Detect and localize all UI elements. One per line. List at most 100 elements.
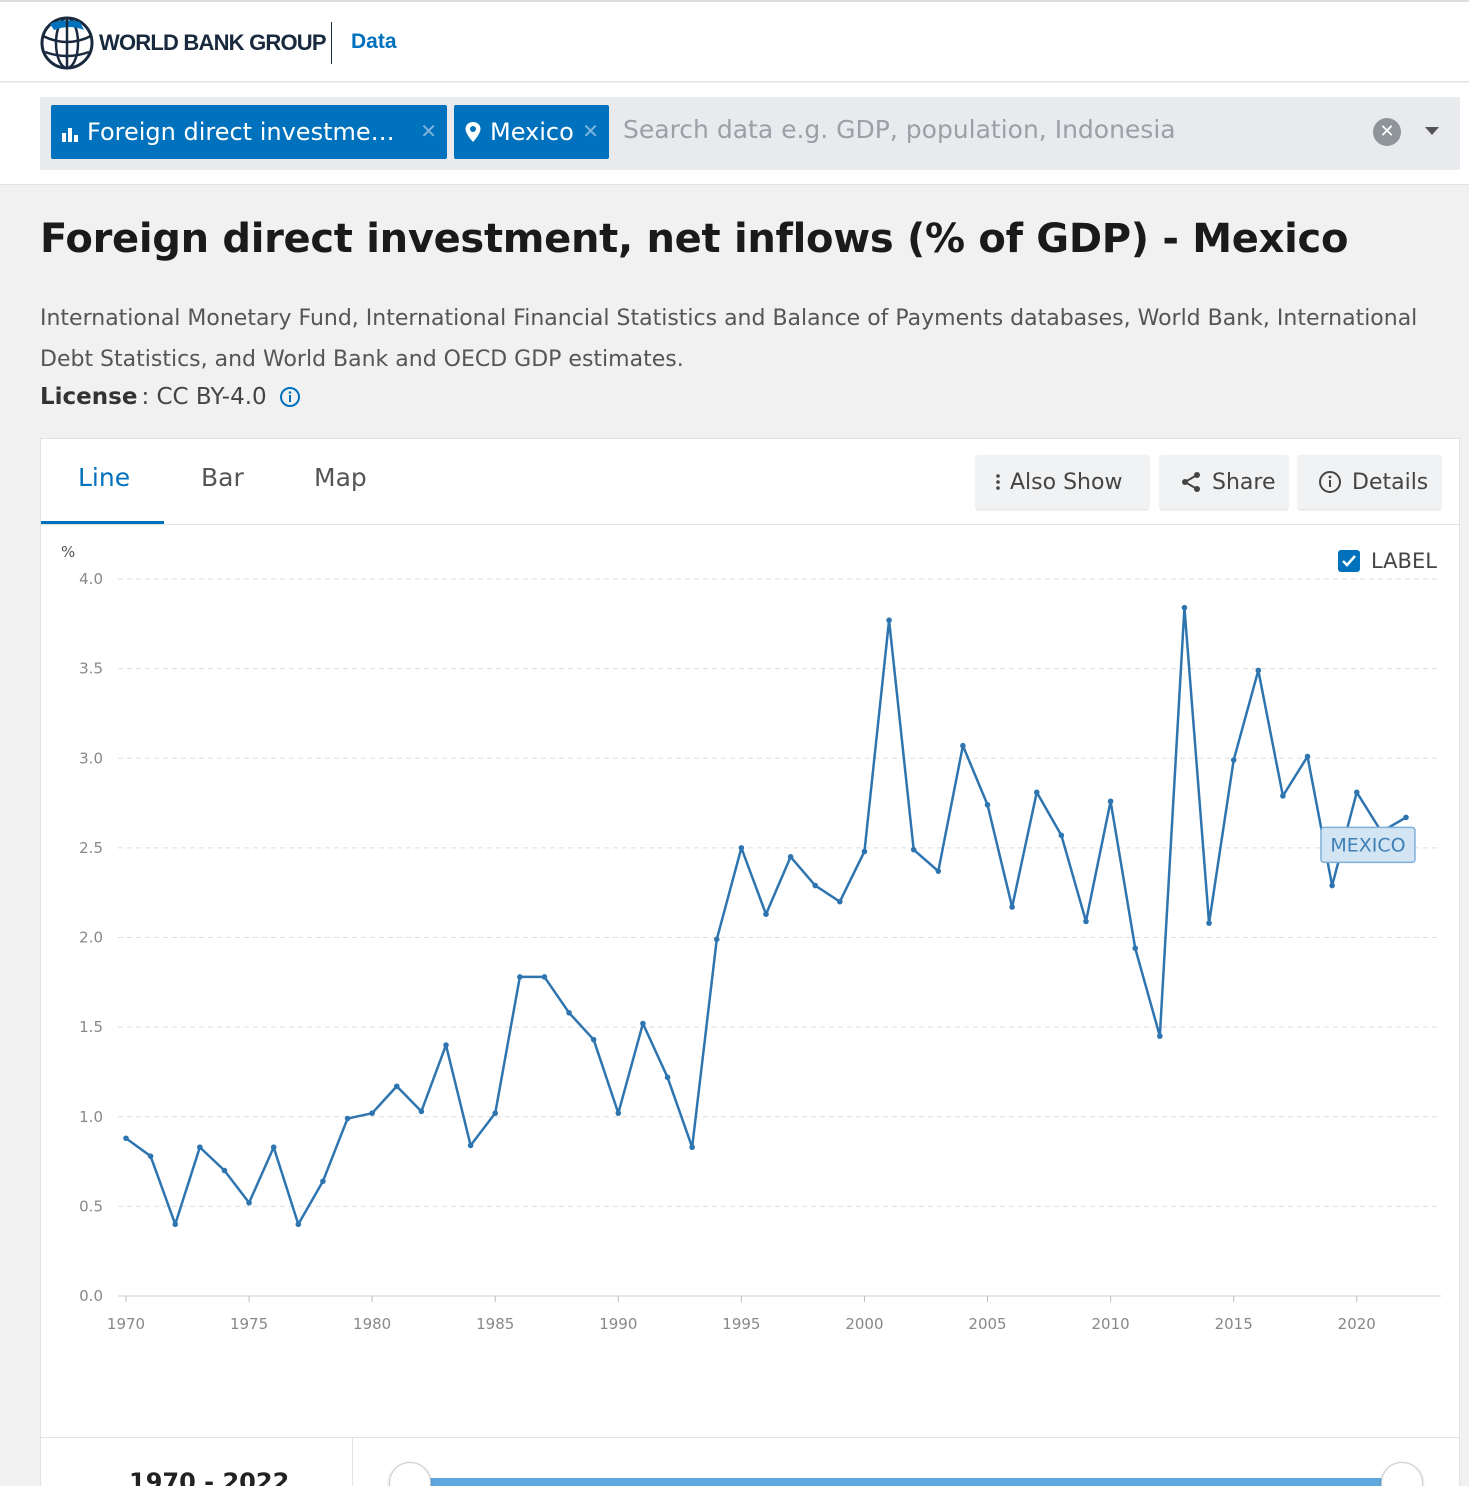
clear-search-icon[interactable]: ✕: [1373, 118, 1401, 146]
info-icon[interactable]: [279, 386, 301, 408]
bar-chart-icon: [61, 121, 83, 143]
data-point: [1157, 1033, 1163, 1039]
data-point: [787, 854, 794, 860]
license-value[interactable]: : CC BY-4.0: [141, 384, 267, 410]
share-label: Share: [1212, 469, 1276, 495]
license-row: License : CC BY-4.0: [40, 384, 301, 410]
data-point: [984, 802, 991, 808]
tab-bar[interactable]: Bar: [201, 463, 244, 492]
data-point: [295, 1221, 302, 1228]
y-tick-label: 1.5: [79, 1018, 103, 1036]
series-label: MEXICO: [1330, 834, 1405, 856]
data-point: [393, 1083, 400, 1090]
world-bank-globe-icon[interactable]: [40, 16, 94, 70]
data-point: [270, 1144, 277, 1151]
data-point: [541, 974, 548, 980]
year-range-row: 1970 - 2022: [41, 1437, 1459, 1486]
data-source: International Monetary Fund, Internation…: [40, 306, 1418, 372]
line-chart: % 0.0 0.5 1.0 1.5 2.0 2.5 3.0 3.5 4.0 1970 1975 1980…: [61, 543, 1441, 1333]
page-title: Foreign direct investment, net inflows (…: [40, 216, 1349, 262]
data-point: [221, 1167, 228, 1174]
data-point: [1255, 667, 1262, 674]
data-point: [1083, 918, 1089, 925]
country-chip[interactable]: Mexico ✕: [454, 105, 609, 159]
data-point: [738, 845, 745, 851]
year-range-track[interactable]: [411, 1478, 1385, 1486]
y-axis-unit-label: %: [61, 543, 75, 561]
data-point: [615, 1110, 622, 1116]
data-point: [812, 882, 819, 889]
country-chip-label: Mexico: [490, 118, 574, 146]
x-tick-label: 1995: [722, 1315, 760, 1333]
chevron-down-icon[interactable]: [1425, 127, 1439, 135]
chart-tabs: Line Bar Map Also Show Share Details: [41, 439, 1459, 525]
tab-map[interactable]: Map: [314, 463, 367, 492]
data-point: [960, 742, 966, 749]
data-point: [147, 1153, 154, 1159]
y-tick-label: 3.5: [79, 660, 103, 678]
x-tick-label: 1970: [107, 1315, 145, 1333]
brand-divider: [331, 22, 332, 64]
data-point: [910, 846, 917, 853]
data-point: [1009, 904, 1015, 910]
data-point: [837, 898, 843, 905]
year-range-start-handle[interactable]: [389, 1462, 431, 1486]
data-point: [197, 1144, 203, 1151]
data-point: [369, 1110, 375, 1116]
data-point: [689, 1144, 695, 1151]
x-tick-label: 2015: [1215, 1315, 1253, 1333]
details-label: Details: [1352, 469, 1429, 495]
data-point: [1304, 753, 1311, 760]
search-input[interactable]: [623, 115, 1343, 144]
data-point: [172, 1221, 179, 1228]
map-pin-icon: [464, 121, 486, 143]
year-range-end-handle[interactable]: [1381, 1462, 1423, 1486]
share-button[interactable]: Share: [1160, 455, 1288, 509]
active-tab-indicator: [41, 521, 164, 524]
data-point: [1230, 757, 1237, 763]
data-point: [861, 848, 868, 855]
license-label: License: [40, 384, 138, 410]
also-show-label: Also Show: [1010, 469, 1123, 495]
close-icon[interactable]: ✕: [420, 119, 437, 143]
data-point: [566, 1009, 572, 1016]
y-tick-label: 3.0: [79, 749, 103, 767]
data-point: [246, 1199, 252, 1206]
year-range-label: 1970 - 2022: [129, 1468, 290, 1486]
y-tick-label: 0.0: [79, 1287, 103, 1305]
search-bar[interactable]: Foreign direct investment, net inflows (…: [40, 97, 1460, 170]
data-point: [763, 911, 769, 917]
x-tick-label: 1980: [353, 1315, 391, 1333]
data-point: [1107, 798, 1114, 805]
data-point: [1058, 832, 1065, 839]
details-button[interactable]: Details: [1298, 455, 1441, 509]
also-show-button[interactable]: Also Show: [976, 455, 1149, 509]
series-label-box: [1320, 826, 1416, 864]
data-point: [123, 1135, 129, 1142]
label-toggle[interactable]: LABEL: [1338, 549, 1437, 573]
data-point: [1132, 945, 1139, 952]
data-point: [664, 1074, 671, 1081]
x-tick-label: 2020: [1338, 1315, 1376, 1333]
x-tick-label: 1990: [599, 1315, 637, 1333]
search-area: Foreign direct investment, net inflows (…: [0, 83, 1469, 185]
x-tick-label: 2005: [968, 1315, 1006, 1333]
data-section-link[interactable]: Data: [351, 30, 397, 53]
x-tick-label: 1985: [476, 1315, 514, 1333]
range-divider: [352, 1438, 353, 1486]
close-icon[interactable]: ✕: [582, 119, 599, 143]
indicator-chip[interactable]: Foreign direct investment, net inflows (…: [51, 105, 447, 159]
data-point: [320, 1178, 326, 1185]
data-point: [935, 868, 942, 874]
label-checkbox[interactable]: [1338, 550, 1360, 572]
info-icon: [1319, 471, 1341, 493]
y-tick-label: 1.0: [79, 1108, 103, 1126]
x-tick-label: 2000: [845, 1315, 883, 1333]
label-toggle-text: LABEL: [1371, 549, 1437, 573]
more-vertical-icon: [996, 474, 1000, 490]
y-tick-label: 2.5: [79, 839, 103, 857]
data-point: [590, 1036, 597, 1043]
tab-line[interactable]: Line: [78, 463, 131, 492]
data-point: [886, 617, 892, 624]
brand-name[interactable]: WORLD BANK GROUP: [99, 30, 327, 55]
